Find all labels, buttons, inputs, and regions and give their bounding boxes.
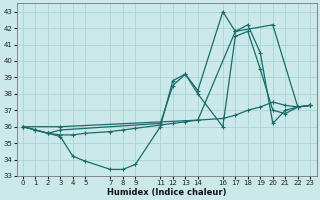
X-axis label: Humidex (Indice chaleur): Humidex (Indice chaleur) <box>107 188 226 197</box>
